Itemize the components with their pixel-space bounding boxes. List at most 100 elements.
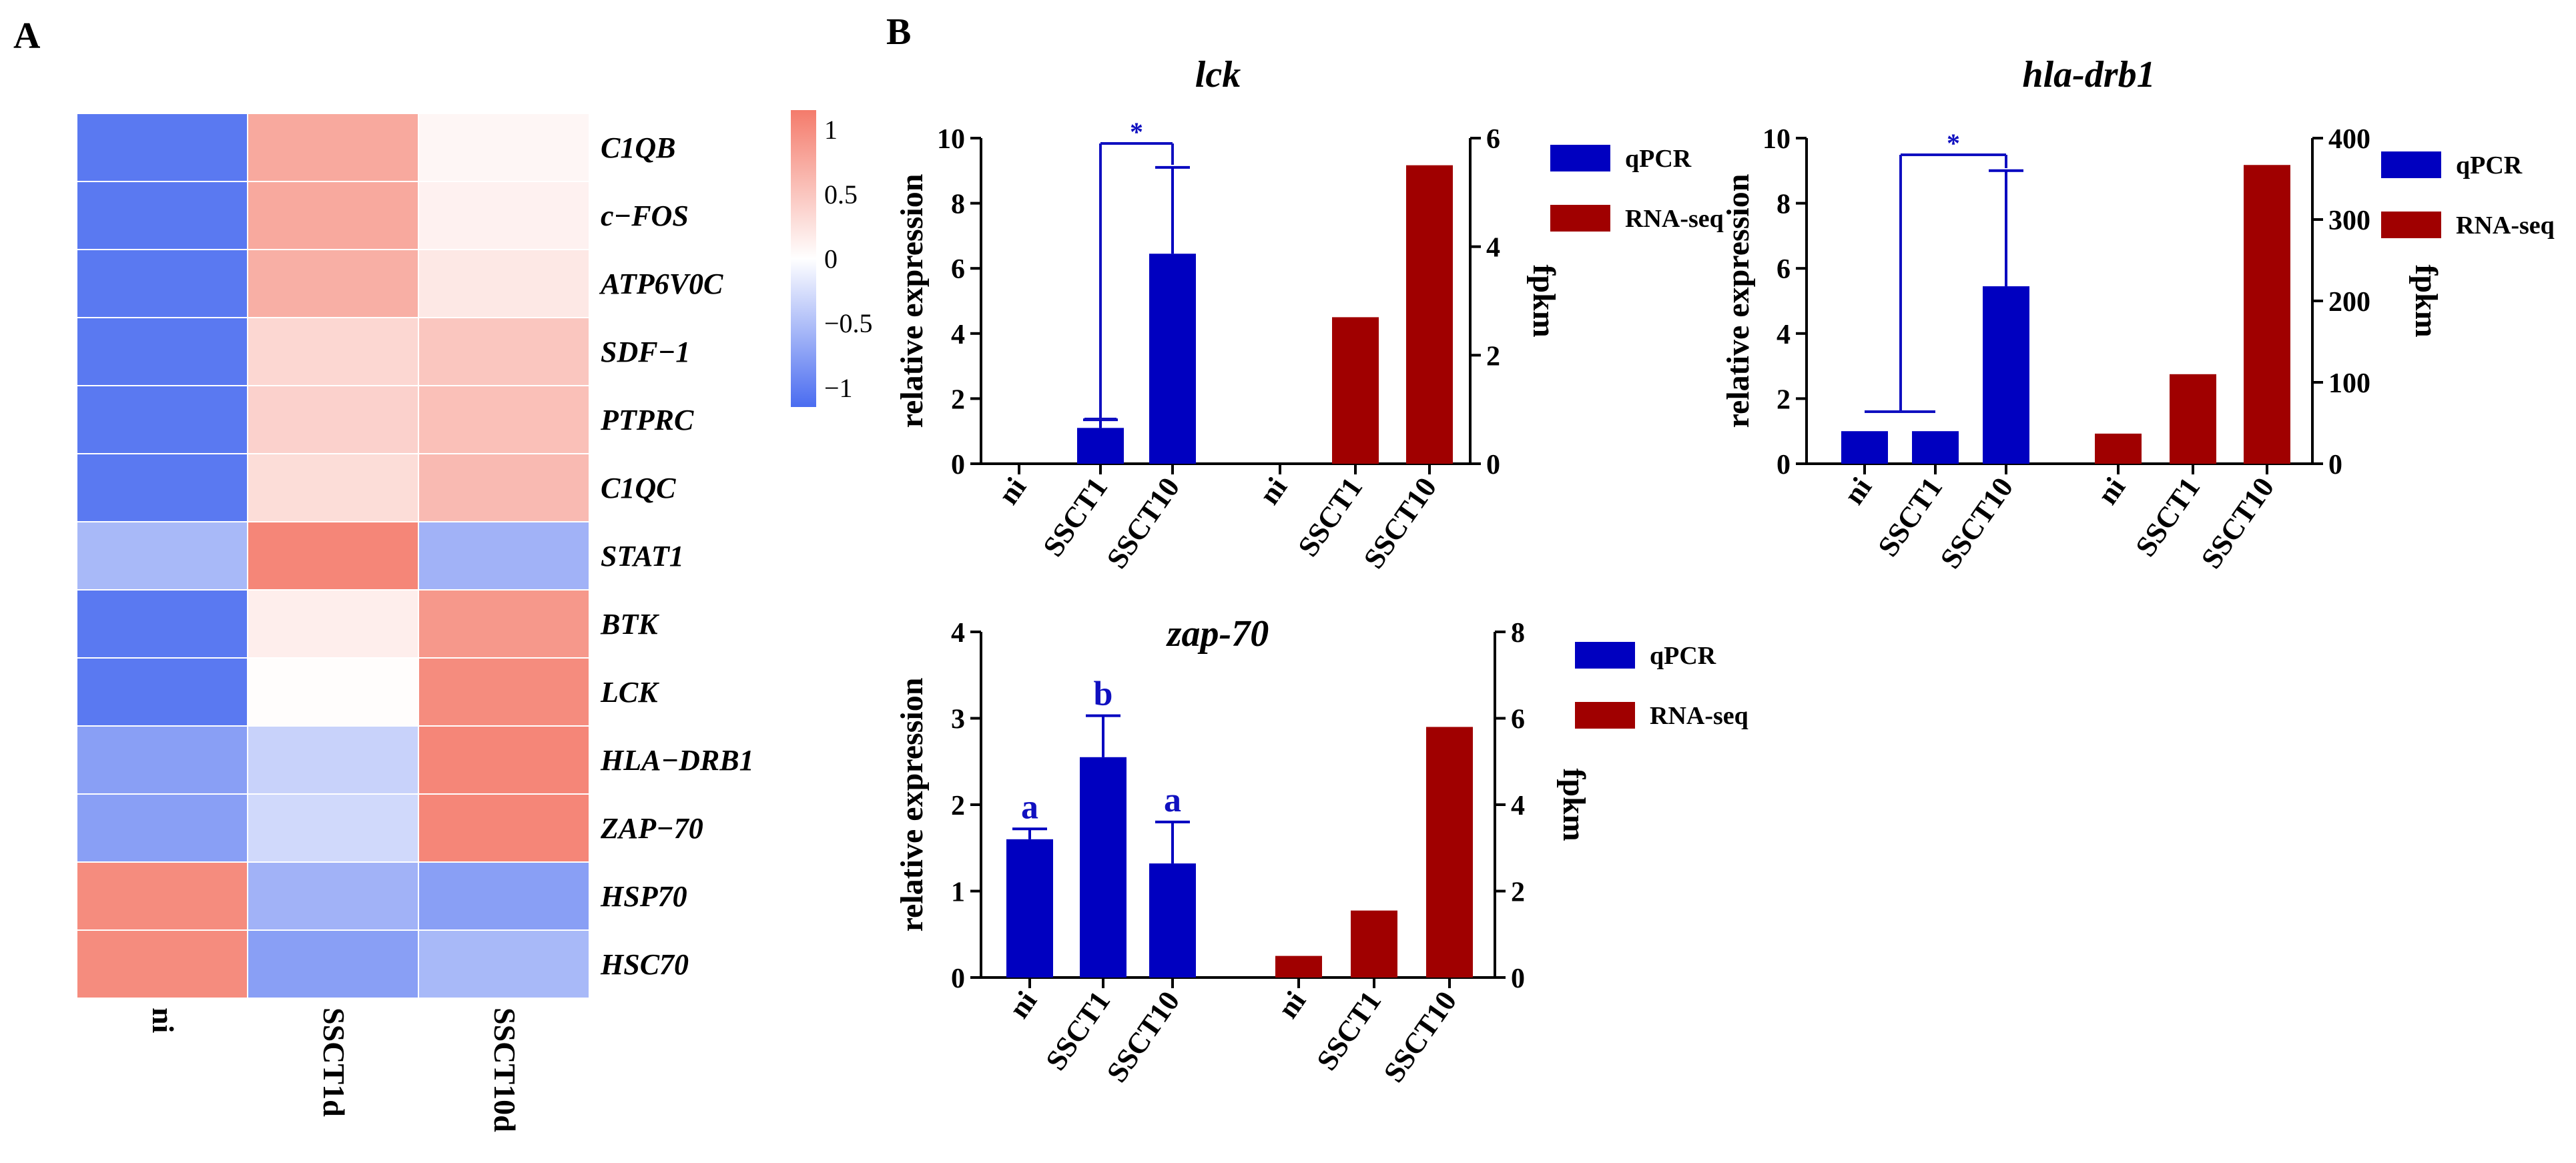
y-tick-label: 4 — [951, 618, 965, 649]
heatmap-cell — [418, 793, 590, 863]
y-axis-label: relative expression — [894, 678, 930, 932]
y-tick-label: 10 — [1762, 124, 1791, 155]
heatmap-cell — [76, 793, 248, 863]
x-tick-label: SSCT1 — [1036, 472, 1114, 562]
heatmap-cell — [76, 929, 248, 999]
y2-axis-label: fpkm — [1526, 264, 1562, 337]
heatmap-cell — [418, 589, 590, 659]
significance-marker: * — [1130, 117, 1143, 147]
y-tick-label: 4 — [1777, 320, 1791, 350]
colorbar-tick-label: 0 — [824, 244, 838, 274]
heatmap-cell — [418, 453, 590, 522]
colorbar — [791, 110, 816, 407]
y-tick-label: 3 — [951, 705, 965, 735]
heatmap-cell — [76, 589, 248, 659]
legend-swatch-rnaseq — [1575, 702, 1635, 729]
y-tick-label: 8 — [1777, 189, 1791, 220]
heatmap-cell — [76, 657, 248, 727]
heatmap-cell — [247, 385, 419, 454]
significance-marker: * — [1947, 128, 1960, 158]
qpcr-bar — [1006, 839, 1053, 978]
heatmap-cell — [247, 317, 419, 386]
legend-label-qpcr: qPCR — [2456, 151, 2523, 179]
heatmap-cell — [247, 861, 419, 931]
y2-tick-label: 4 — [1511, 791, 1525, 821]
y2-axis-label: fpkm — [2408, 264, 2444, 337]
x-tick-label: SSCT10 — [2195, 472, 2281, 574]
y2-tick-label: 300 — [2328, 206, 2370, 236]
legend-swatch-qpcr — [1575, 642, 1635, 669]
y-tick-label: 0 — [951, 963, 965, 994]
heatmap-cell — [418, 725, 590, 795]
rnaseq-bar — [1351, 910, 1397, 978]
x-tick-label: SSCT10 — [1934, 472, 2020, 574]
heatmap-cell — [247, 181, 419, 250]
rnaseq-bar — [2170, 374, 2216, 464]
x-tick-label: SSCT10 — [1100, 986, 1187, 1088]
legend-swatch-qpcr — [1550, 145, 1610, 171]
y2-tick-label: 4 — [1486, 233, 1500, 264]
x-tick-label: ni — [1271, 986, 1312, 1024]
heatmap-cell — [418, 385, 590, 454]
heatmap-row-label: ZAP−70 — [600, 812, 703, 845]
panel-b-label: B — [886, 11, 911, 53]
legend-swatch-qpcr — [2381, 151, 2441, 178]
significance-letter: b — [1094, 675, 1113, 713]
y-tick-label: 10 — [937, 124, 965, 155]
heatmap-cell — [76, 385, 248, 454]
x-tick-label: SSCT10 — [1357, 472, 1443, 574]
heatmap-cell — [76, 861, 248, 931]
heatmap-cell — [247, 589, 419, 659]
heatmap-column-label: SSCT1d — [317, 1008, 351, 1117]
heatmap-cell — [76, 113, 248, 182]
y-tick-label: 4 — [951, 320, 965, 350]
y2-tick-label: 200 — [2328, 287, 2370, 318]
heatmap-cell — [418, 861, 590, 931]
rnaseq-bar — [2244, 165, 2290, 464]
y2-tick-label: 400 — [2328, 124, 2370, 155]
x-tick-label: SSCT10 — [1100, 472, 1187, 574]
heatmap-row-label: HSC70 — [600, 948, 689, 981]
legend-label-rnaseq: RNA-seq — [2456, 212, 2555, 240]
x-tick-label: SSCT1 — [1871, 472, 1949, 562]
heatmap-row-label: C1QC — [601, 472, 676, 504]
heatmap-cell — [247, 793, 419, 863]
y-tick-label: 6 — [951, 254, 965, 285]
heatmap-row-label: SDF−1 — [601, 336, 690, 368]
colorbar-tick-label: 1 — [824, 115, 838, 145]
rnaseq-bar — [1406, 165, 1453, 464]
y2-tick-label: 0 — [1511, 963, 1525, 994]
heatmap-cell — [418, 657, 590, 727]
chart-title: zap-70 — [1166, 613, 1269, 655]
heatmap-row-label: C1QB — [601, 131, 675, 164]
heatmap-row-label: PTPRC — [600, 404, 694, 436]
x-tick-label: SSCT1 — [2129, 472, 2206, 562]
qpcr-bar — [1841, 431, 1888, 464]
qpcr-bar — [1983, 286, 2029, 464]
legend-swatch-rnaseq — [2381, 212, 2441, 238]
heatmap-column-label: SSCT10d — [488, 1008, 522, 1132]
x-tick-label: SSCT10 — [1377, 986, 1464, 1088]
heatmap-row-label: LCK — [600, 676, 659, 709]
x-tick-label: ni — [1002, 986, 1043, 1024]
significance-letter: a — [1021, 788, 1038, 826]
legend-label-qpcr: qPCR — [1625, 145, 1692, 173]
x-tick-label: ni — [992, 472, 1032, 510]
heatmap-row-label: HSP70 — [600, 880, 687, 913]
heatmap-cell — [247, 249, 419, 318]
y2-tick-label: 0 — [2328, 450, 2342, 480]
heatmap-cell — [418, 113, 590, 182]
chart-zap-70: zap-70 0 1 2 3 4 0 2 4 6 8 relative expression fpkm n… — [894, 613, 1748, 1088]
y-tick-label: 0 — [1777, 450, 1791, 480]
colorbar-tick-label: −1 — [824, 373, 853, 403]
heatmap-cell — [76, 181, 248, 250]
heatmap-cell — [247, 725, 419, 795]
rnaseq-bar — [1332, 317, 1379, 464]
heatmap-row-label: ATP6V0C — [599, 268, 723, 300]
y-tick-label: 1 — [951, 877, 965, 908]
y-tick-label: 2 — [951, 791, 965, 821]
rnaseq-bar — [2095, 433, 2142, 464]
chart-title: lck — [1195, 54, 1241, 95]
